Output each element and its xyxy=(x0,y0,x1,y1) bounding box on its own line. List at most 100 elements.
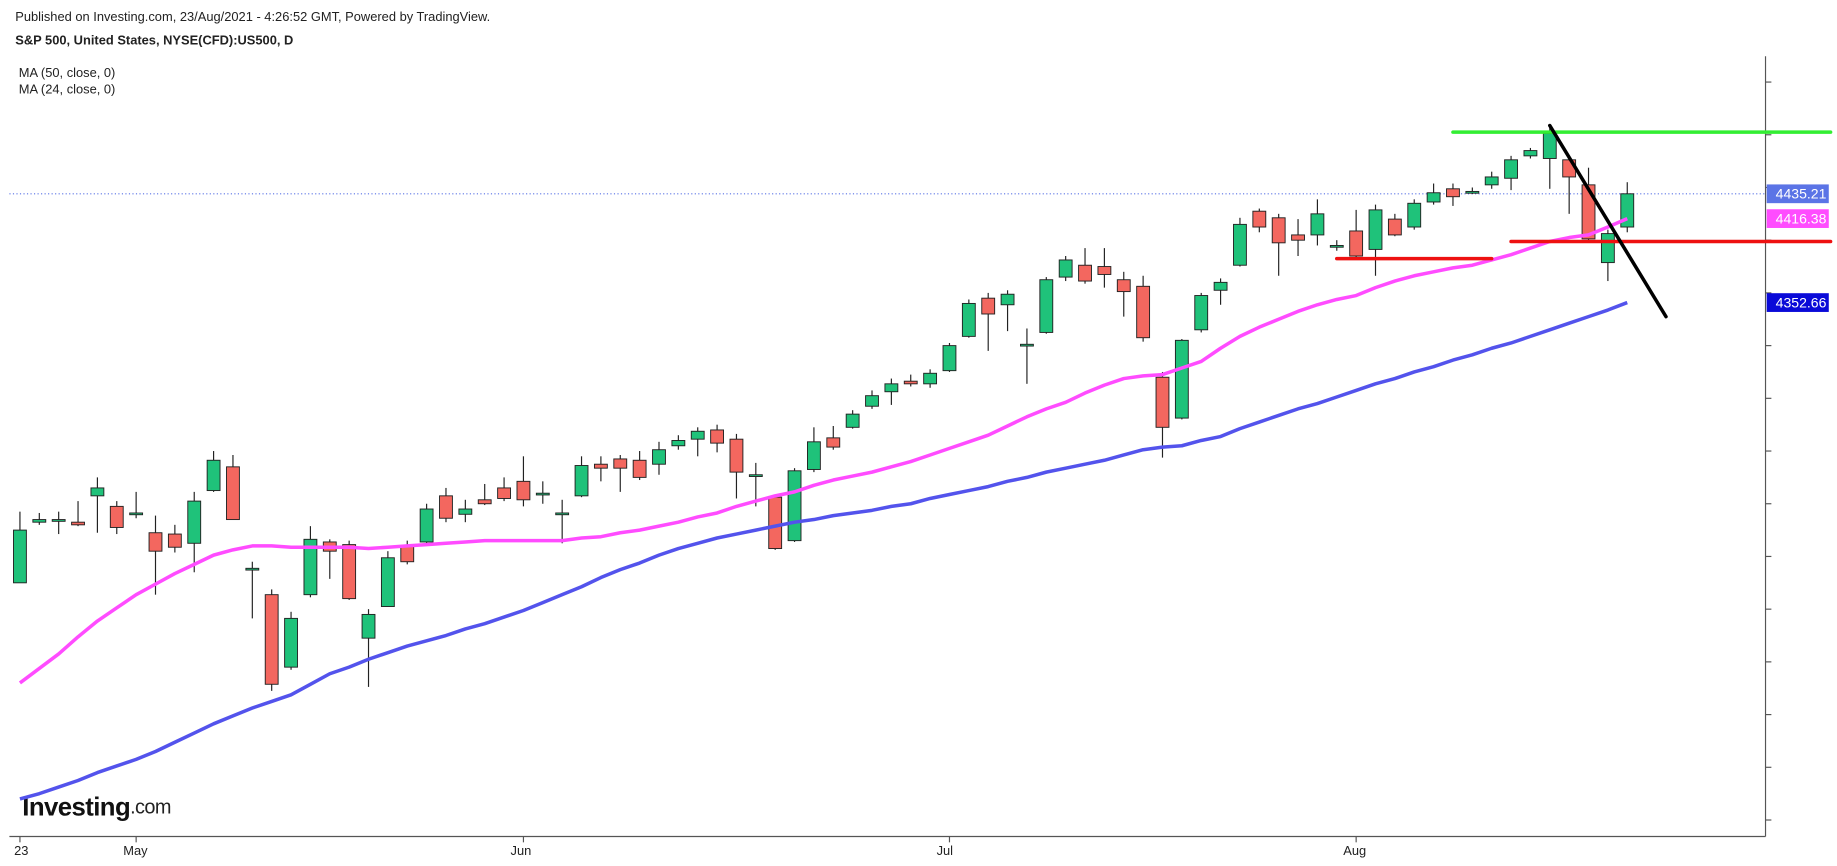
candle-body xyxy=(807,441,821,470)
x-tick-label: Aug xyxy=(1343,843,1366,858)
candle-body xyxy=(129,512,144,516)
candle-body xyxy=(768,496,783,550)
legend-entry: MA (24, close, 0) xyxy=(19,82,116,97)
price-label: 4435.21 xyxy=(1776,186,1827,202)
x-tick-label: Jun xyxy=(511,843,532,858)
candle-body xyxy=(884,383,899,393)
candle-body xyxy=(71,521,85,526)
candle-body xyxy=(264,594,279,685)
candle-body xyxy=(1426,192,1441,203)
moving-average-line xyxy=(18,216,1628,685)
candle-body xyxy=(284,617,298,668)
candle-body xyxy=(90,487,105,497)
candle-body xyxy=(652,449,666,465)
candle-body xyxy=(458,508,473,515)
candle-body xyxy=(942,345,957,372)
candle-body xyxy=(1523,150,1538,157)
candle-body xyxy=(1329,244,1344,248)
candle-body xyxy=(981,297,996,315)
candle-body xyxy=(477,499,492,505)
candle-body xyxy=(1271,217,1286,244)
chart-title: S&P 500, United States, NYSE(CFD):US500,… xyxy=(15,32,293,47)
candle-body xyxy=(1000,293,1015,306)
candle-body xyxy=(1465,190,1480,194)
candle-body xyxy=(245,567,260,571)
candle-body xyxy=(826,437,841,448)
candle-body xyxy=(51,519,66,522)
candle-body xyxy=(516,480,531,501)
candle-body xyxy=(206,459,221,492)
candle-body xyxy=(1310,213,1325,236)
candle-body xyxy=(167,533,182,548)
price-label: 4416.38 xyxy=(1776,210,1827,226)
candle-body xyxy=(342,544,357,600)
candle-body xyxy=(671,440,686,447)
candle-body xyxy=(903,380,918,385)
candle-body xyxy=(303,538,318,596)
candle-body xyxy=(574,465,589,497)
candle-body xyxy=(13,529,27,584)
candle-body xyxy=(1136,285,1151,339)
candle-body xyxy=(1233,223,1247,266)
candle-body xyxy=(1174,339,1189,419)
x-tick-label: 23 xyxy=(14,843,28,858)
candle-body xyxy=(729,438,744,473)
moving-average-line xyxy=(19,300,1628,801)
candle-body xyxy=(497,487,511,499)
candle-body xyxy=(380,557,395,607)
x-tick-label: Jul xyxy=(937,843,953,858)
candle-body xyxy=(439,495,453,519)
candle-body xyxy=(1542,132,1557,159)
candle-body xyxy=(1446,188,1460,198)
candle-body xyxy=(1097,266,1112,275)
candle-body xyxy=(1368,209,1383,250)
candle-body xyxy=(748,474,763,477)
candle-body xyxy=(555,512,570,516)
watermark-part: Investing xyxy=(22,793,130,821)
candle-body xyxy=(1600,233,1615,264)
candle-body xyxy=(1581,184,1596,240)
candle-body xyxy=(1291,234,1305,241)
candle-body xyxy=(865,395,879,407)
candle-body xyxy=(1058,259,1073,278)
candle-body xyxy=(400,545,415,563)
candle-body xyxy=(1213,281,1228,291)
candle-body xyxy=(361,613,376,639)
candle-body xyxy=(787,470,802,542)
candle-body xyxy=(1504,159,1518,179)
candle-body xyxy=(1039,279,1054,333)
watermark: Investing.com xyxy=(22,793,171,821)
candle-body xyxy=(419,508,434,543)
candle-body xyxy=(32,519,47,523)
candle-body xyxy=(1407,202,1422,228)
price-label-box xyxy=(1766,209,1829,228)
candle-body xyxy=(226,466,240,521)
candle-body xyxy=(1020,343,1034,347)
price-label-box xyxy=(1766,184,1829,204)
price-label: 4352.66 xyxy=(1776,294,1827,310)
price-label-box xyxy=(1766,293,1829,312)
candle-body xyxy=(109,505,124,528)
candle-body xyxy=(1387,218,1402,236)
candle-body xyxy=(535,492,550,496)
candle-body xyxy=(148,532,163,552)
candle-body xyxy=(593,463,608,469)
candle-body xyxy=(1194,295,1209,331)
trend-drawing xyxy=(1548,123,1668,319)
candle-body xyxy=(710,429,725,444)
candle-body xyxy=(613,458,628,469)
candle-body xyxy=(690,430,705,440)
candle-body xyxy=(1484,176,1499,186)
legend-entry: MA (50, close, 0) xyxy=(19,65,116,80)
candle-body xyxy=(187,500,202,544)
candle-body xyxy=(845,413,860,428)
candle-body xyxy=(632,459,647,478)
candle-body xyxy=(961,302,976,337)
candle-body xyxy=(1252,210,1267,228)
candle-body xyxy=(1155,376,1170,428)
header: Published on Investing.com, 23/Aug/2021 … xyxy=(15,9,490,24)
watermark-part: .com xyxy=(130,797,171,819)
candle-body xyxy=(1116,279,1131,293)
